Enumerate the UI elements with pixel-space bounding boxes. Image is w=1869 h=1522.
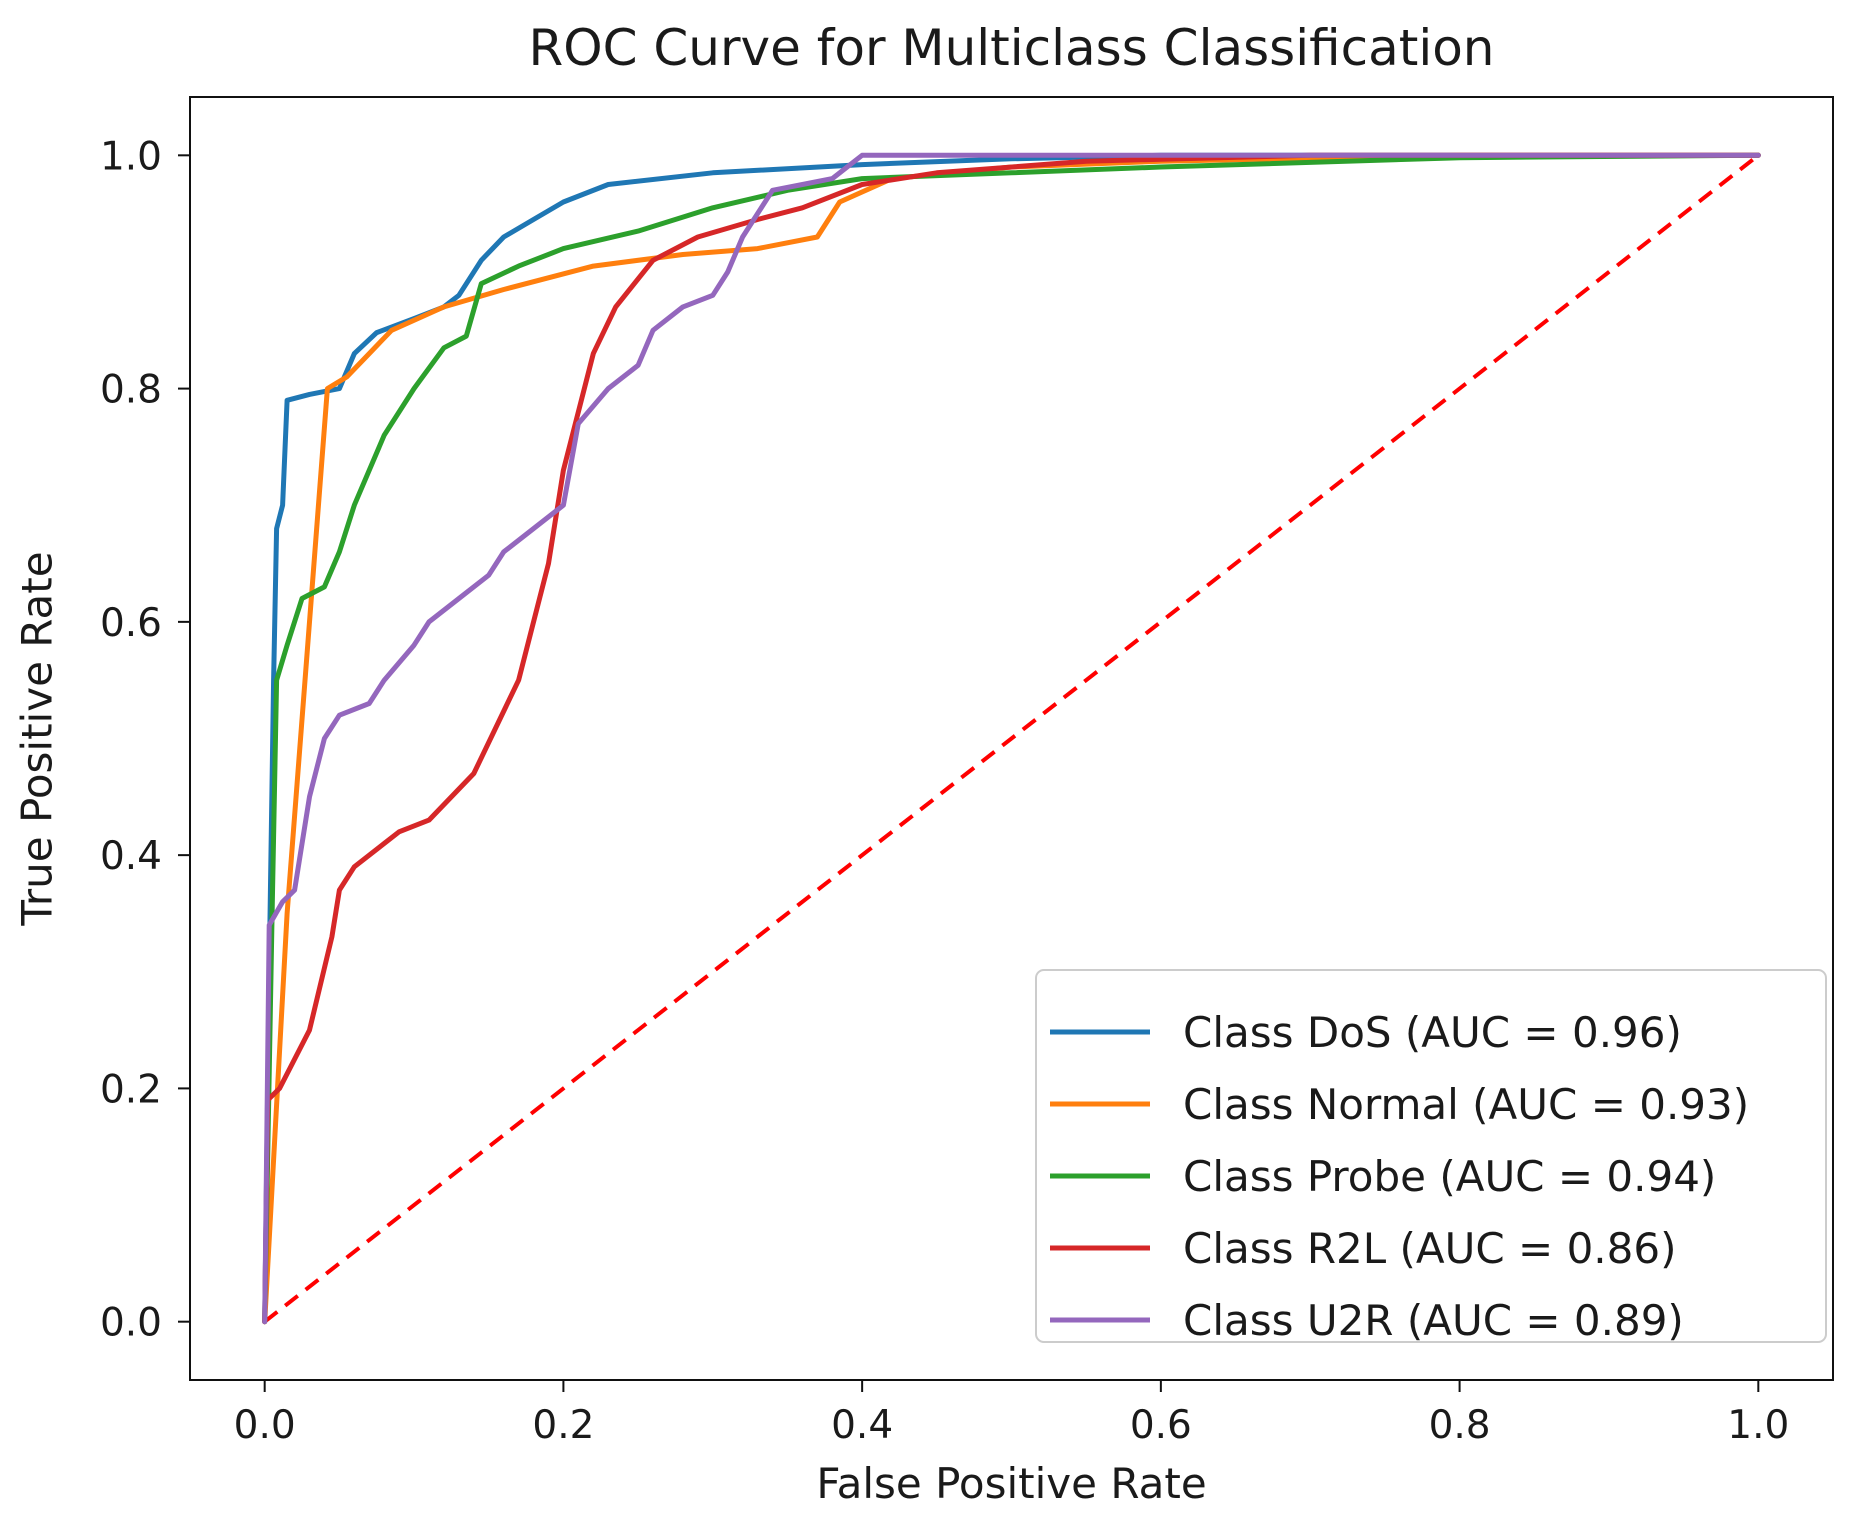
plot-frame [189, 96, 1834, 1381]
y-tick-label: 0.4 [100, 834, 162, 879]
legend-box [1035, 969, 1827, 1343]
y-tick-label: 0.6 [100, 601, 162, 646]
legend-label: Class Normal (AUC = 0.93) [1183, 1080, 1749, 1129]
y-tick-label: 0.0 [100, 1301, 162, 1346]
y-tick-label: 0.2 [100, 1067, 162, 1112]
chart-title: ROC Curve for Multiclass Classification [528, 19, 1494, 77]
series-line-class-u2r [262, 152, 1761, 1325]
x-tick-label: 0.2 [532, 1403, 594, 1448]
x-tick-label: 0.4 [831, 1403, 893, 1448]
axis-ticks: 0.0 0.2 0.4 0.6 0.8 1.0 0.0 0.2 0.4 0.6 0.8 1.0 [100, 134, 1789, 1448]
series-line-class-r2l [262, 152, 1761, 1325]
plot-area [189, 96, 1834, 1381]
legend-label: Class U2R (AUC = 0.89) [1183, 1296, 1684, 1345]
y-tick-label: 0.8 [100, 368, 162, 413]
reference-diagonal-line [263, 153, 1760, 1324]
legend-label: Class R2L (AUC = 0.86) [1183, 1224, 1676, 1273]
x-tick-label: 0.8 [1429, 1403, 1491, 1448]
x-tick-label: 1.0 [1727, 1403, 1789, 1448]
x-tick-label: 0.0 [234, 1403, 296, 1448]
legend-label: Class Probe (AUC = 0.94) [1183, 1152, 1716, 1201]
y-axis-label: True Positive Rate [13, 551, 62, 926]
x-tick-label: 0.6 [1130, 1403, 1192, 1448]
y-tick-label: 1.0 [100, 134, 162, 179]
legend-label: Class DoS (AUC = 0.96) [1183, 1008, 1682, 1057]
legend: Class DoS (AUC = 0.96) Class Normal (AUC … [1035, 969, 1827, 1345]
x-axis-label: False Positive Rate [816, 1459, 1206, 1508]
